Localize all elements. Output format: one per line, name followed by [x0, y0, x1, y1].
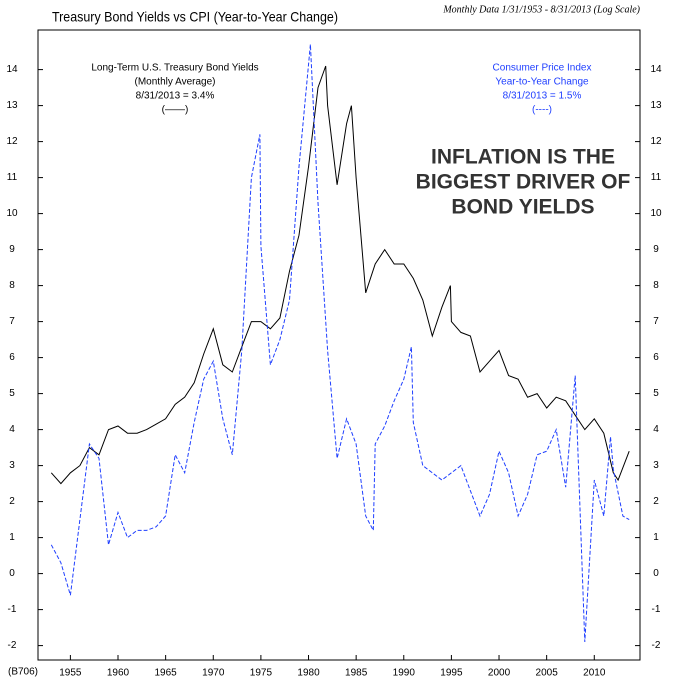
- y-tick-label: 4: [9, 424, 15, 435]
- footnote: (B706): [8, 667, 38, 678]
- x-tick-label: 2005: [536, 668, 559, 679]
- y-tick-label: -1: [8, 604, 17, 615]
- bond-note: (——): [162, 105, 189, 116]
- headline: BOND YIELDS: [451, 196, 594, 219]
- plot-frame: [37, 29, 641, 661]
- y-tick-label: 6: [9, 352, 15, 363]
- y2-tick-label: 4: [653, 424, 659, 435]
- headline: BIGGEST DRIVER OF: [416, 171, 631, 194]
- y2-tick-label: 0: [653, 568, 659, 579]
- y-tick-label: 5: [9, 388, 15, 399]
- x-tick-label: 1990: [393, 668, 416, 679]
- y-tick-label: 14: [6, 64, 18, 75]
- x-tick-label: 2000: [488, 668, 511, 679]
- y2-tick-label: 1: [653, 532, 659, 543]
- x-tick-label: 1995: [440, 668, 463, 679]
- y2-tick-label: 11: [651, 172, 662, 183]
- x-tick-label: 1970: [202, 668, 225, 679]
- y-tick-label: 12: [6, 136, 18, 147]
- x-tick-label: 1980: [297, 668, 320, 679]
- y-tick-label: 11: [7, 172, 18, 183]
- y2-tick-label: -1: [652, 604, 661, 615]
- y2-tick-label: 14: [650, 64, 662, 75]
- y-tick-label: 7: [9, 316, 15, 327]
- y2-tick-label: 5: [653, 388, 659, 399]
- series-line: [50, 65, 630, 485]
- chart-subtitle: Monthly Data 1/31/1953 - 8/31/2013 (Log …: [442, 4, 640, 15]
- y-tick-label: 9: [9, 244, 15, 255]
- x-tick-label: 1960: [107, 668, 130, 679]
- series-line: [50, 44, 630, 643]
- chart-title: Treasury Bond Yields vs CPI (Year-to-Yea…: [52, 9, 338, 25]
- y2-tick-label: 7: [653, 316, 659, 327]
- bond-note: 8/31/2013 = 3.4%: [136, 91, 215, 102]
- x-tick-label: 1985: [345, 668, 368, 679]
- y2-tick-label: 6: [653, 352, 659, 363]
- cpi-note: (----): [532, 105, 552, 116]
- y-tick-label: 10: [6, 208, 18, 219]
- y-tick-label: 8: [9, 280, 15, 291]
- y-tick-label: 1: [9, 532, 15, 543]
- cpi-note: Consumer Price Index: [493, 63, 592, 74]
- x-tick-label: 1965: [155, 668, 178, 679]
- y2-tick-label: 9: [653, 244, 659, 255]
- x-tick-label: 1955: [59, 668, 82, 679]
- bond-note: (Monthly Average): [135, 77, 216, 88]
- y2-tick-label: -2: [652, 640, 661, 651]
- bond-note: Long-Term U.S. Treasury Bond Yields: [91, 63, 258, 74]
- y-tick-label: 2: [9, 496, 15, 507]
- y2-tick-label: 13: [650, 100, 662, 111]
- cpi-note: 8/31/2013 = 1.5%: [503, 91, 582, 102]
- x-tick-label: 2010: [583, 668, 606, 679]
- y2-tick-label: 3: [653, 460, 659, 471]
- y-tick-label: 13: [6, 100, 18, 111]
- y2-tick-label: 2: [653, 496, 659, 507]
- x-tick-label: 1975: [250, 668, 273, 679]
- y2-tick-label: 12: [650, 136, 662, 147]
- cpi-note: Year-to-Year Change: [495, 77, 589, 88]
- y2-tick-label: 8: [653, 280, 659, 291]
- headline: INFLATION IS THE: [431, 146, 615, 169]
- y-tick-label: 3: [9, 460, 15, 471]
- y-tick-label: 0: [9, 568, 15, 579]
- y2-tick-label: 10: [650, 208, 662, 219]
- y-tick-label: -2: [8, 640, 17, 651]
